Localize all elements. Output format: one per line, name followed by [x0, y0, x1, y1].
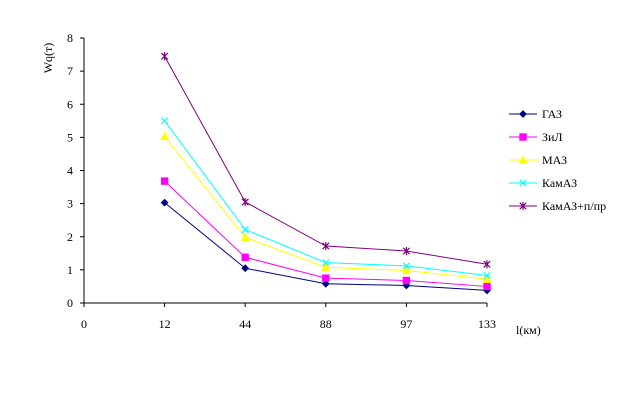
- data-point: [241, 197, 249, 206]
- data-point: [160, 117, 169, 125]
- x-tick-label: 88: [320, 317, 332, 331]
- legend-label: КамАЗ+п/пр: [542, 199, 606, 213]
- series-3: [160, 131, 492, 283]
- data-point: [160, 198, 169, 207]
- legend-label: ЗиЛ: [542, 130, 563, 144]
- chart-legend: ГАЗ ЗиЛ МАЗ КамАЗ КамАЗ+п/пр: [500, 100, 636, 220]
- data-point: [241, 225, 249, 234]
- data-point: [402, 276, 411, 285]
- data-point: [483, 271, 491, 280]
- legend-item: ЗиЛ: [509, 130, 563, 144]
- series-line: [164, 55, 488, 265]
- chart-series: [160, 52, 492, 295]
- data-point: [482, 274, 492, 283]
- y-tick-label: 5: [67, 130, 73, 144]
- data-point: [321, 262, 331, 271]
- y-tick-label: 2: [67, 230, 73, 244]
- legend-label: ГАЗ: [542, 107, 562, 121]
- data-point: [160, 52, 169, 61]
- y-tick-label: 4: [67, 164, 73, 178]
- legend-item: МАЗ: [509, 153, 567, 167]
- y-axis-label: Wq(т): [41, 43, 55, 74]
- series-4: [160, 117, 491, 280]
- x-tick-label: 97: [400, 317, 412, 331]
- series-5: [160, 52, 491, 269]
- data-point: [240, 232, 250, 242]
- y-tick-label: 3: [67, 197, 73, 211]
- data-point: [401, 265, 411, 275]
- data-point: [483, 282, 491, 291]
- data-point: [321, 279, 330, 288]
- series-2: [160, 177, 491, 291]
- series-line: [164, 136, 488, 280]
- legend-marker: [519, 110, 527, 118]
- y-tick-label: 8: [67, 31, 73, 45]
- y-tick-label: 6: [67, 97, 73, 111]
- data-point: [322, 274, 330, 282]
- y-tick-label: 0: [67, 296, 73, 310]
- legend-marker: [518, 155, 528, 164]
- legend-marker: [519, 133, 527, 141]
- x-tick-label: 44: [239, 317, 251, 331]
- data-point: [160, 131, 170, 141]
- legend-item: КамАЗ+п/пр: [509, 199, 606, 213]
- y-tick-label: 7: [67, 64, 73, 78]
- legend-item: КамАЗ: [509, 176, 577, 190]
- legend-label: КамАЗ: [542, 176, 577, 190]
- data-point: [402, 246, 411, 255]
- data-point: [322, 242, 330, 251]
- legend-label: МАЗ: [542, 153, 567, 167]
- data-point: [241, 253, 249, 261]
- x-tick-label: 12: [159, 317, 171, 331]
- x-tick-label: 0: [81, 317, 87, 331]
- chart-axes: [83, 38, 487, 304]
- data-point: [241, 264, 250, 273]
- data-point: [483, 260, 491, 269]
- data-point: [402, 262, 411, 270]
- legend-marker: [519, 179, 527, 187]
- x-tick-label: 133: [478, 317, 496, 331]
- legend-marker: [519, 202, 527, 210]
- data-point: [160, 177, 169, 185]
- data-point: [322, 258, 330, 267]
- x-axis-label: l(км): [516, 323, 541, 337]
- y-tick-label: 1: [67, 263, 73, 277]
- legend-item: ГАЗ: [509, 107, 562, 121]
